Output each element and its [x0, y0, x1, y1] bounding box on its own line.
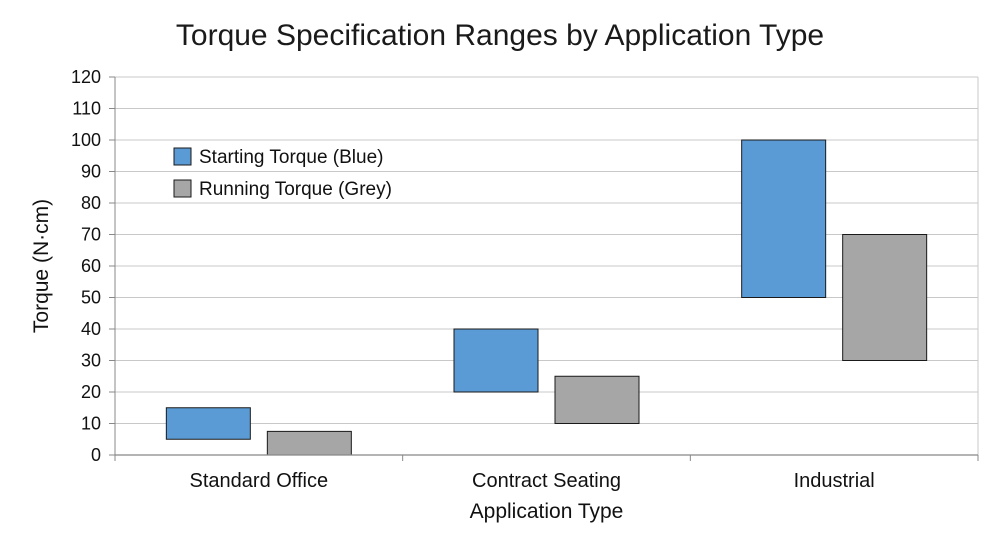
x-axis-title: Application Type [470, 500, 624, 523]
x-category-label: Standard Office [190, 470, 329, 492]
y-tick-label: 40 [81, 319, 101, 339]
chart-title: Torque Specification Ranges by Applicati… [176, 19, 824, 52]
x-category-labels: Standard Office Contract Seating Industria… [190, 470, 875, 492]
y-axis-title: Torque (N·cm) [30, 199, 53, 333]
bar-running-torque [554, 375, 640, 424]
legend-swatch [173, 179, 192, 198]
legend-label: Running Torque (Grey) [199, 179, 392, 200]
x-category-label: Contract Seating [472, 470, 621, 492]
legend: Starting Torque (Blue) Running Torque (Gr… [173, 147, 392, 200]
axes [114, 76, 979, 461]
y-tick-label: 60 [81, 256, 101, 276]
y-tick-label: 80 [81, 193, 101, 213]
y-tick-label: 0 [91, 445, 101, 465]
bar-running-torque [266, 430, 352, 456]
bar-starting-torque [453, 328, 539, 393]
y-tick-label: 30 [81, 351, 101, 371]
y-tick-label: 90 [81, 162, 101, 182]
y-tick-label: 100 [71, 130, 101, 150]
bar-running-torque [842, 234, 928, 361]
y-tick-labels: 0 10 20 30 40 50 60 70 80 90 100 110 120 [71, 67, 101, 465]
legend-label: Starting Torque (Blue) [199, 147, 383, 168]
y-tick-label: 120 [71, 67, 101, 87]
y-tick-label: 20 [81, 382, 101, 402]
y-tick-label: 70 [81, 225, 101, 245]
bar-starting-torque [165, 407, 251, 440]
y-tick-label: 10 [81, 414, 101, 434]
legend-swatch [173, 147, 192, 166]
y-tick-label: 50 [81, 288, 101, 308]
x-category-label: Industrial [794, 470, 875, 492]
bars [165, 139, 928, 456]
y-tick-label: 110 [72, 99, 101, 119]
bar-starting-torque [741, 139, 827, 298]
